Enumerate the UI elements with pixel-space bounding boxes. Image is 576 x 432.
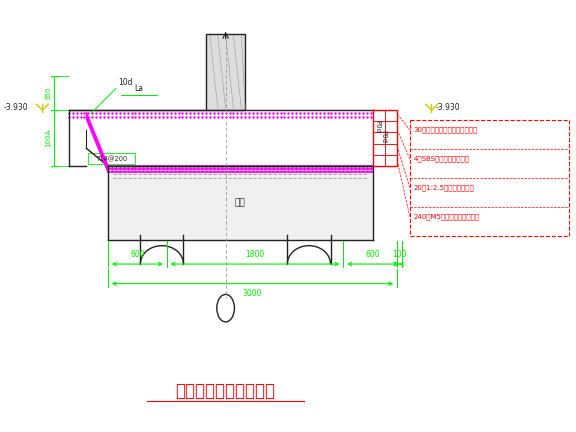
Bar [373, 155, 385, 166]
Bar [108, 166, 373, 239]
Text: 100: 100 [392, 250, 407, 259]
Text: ?14@200: ?14@200 [96, 156, 127, 162]
Bar [373, 121, 385, 133]
Text: P0d: P0d [374, 120, 381, 133]
Ellipse shape [217, 295, 234, 322]
Bar [385, 110, 397, 121]
Text: 3000: 3000 [243, 289, 262, 298]
Text: La: La [134, 85, 143, 93]
Bar [373, 110, 385, 121]
Bar [385, 133, 397, 144]
Text: 10d: 10d [118, 78, 132, 86]
Bar [385, 144, 397, 155]
Bar [385, 121, 397, 133]
Text: -3.930: -3.930 [435, 103, 460, 112]
Bar [373, 144, 385, 155]
Text: 4厚SBS改性沥青防水卷材: 4厚SBS改性沥青防水卷材 [414, 156, 470, 162]
Bar [88, 153, 135, 164]
Text: 600: 600 [130, 250, 145, 259]
Text: 600: 600 [365, 250, 380, 259]
Text: 240厚M5水泥砂浆砌筑砖胎膜: 240厚M5水泥砂浆砌筑砖胎膜 [414, 213, 480, 220]
Bar [206, 34, 245, 110]
Text: 20厚1:2.5水泥砂浆找平层: 20厚1:2.5水泥砂浆找平层 [414, 184, 475, 191]
Bar [373, 133, 385, 144]
Bar [410, 120, 569, 235]
Text: 350: 350 [45, 86, 51, 100]
Text: 桩帽: 桩帽 [235, 198, 246, 207]
Text: 100A: 100A [45, 129, 51, 147]
Text: 30厚橡塑聚苯乙烯泡沫板保护层: 30厚橡塑聚苯乙烯泡沫板保护层 [414, 127, 478, 133]
Text: 底板四周承台处侧胎模: 底板四周承台处侧胎模 [176, 382, 275, 400]
Bar [385, 155, 397, 166]
Text: P0d: P0d [381, 130, 386, 143]
Text: -3.930: -3.930 [4, 103, 29, 112]
Text: 1800: 1800 [245, 250, 264, 259]
